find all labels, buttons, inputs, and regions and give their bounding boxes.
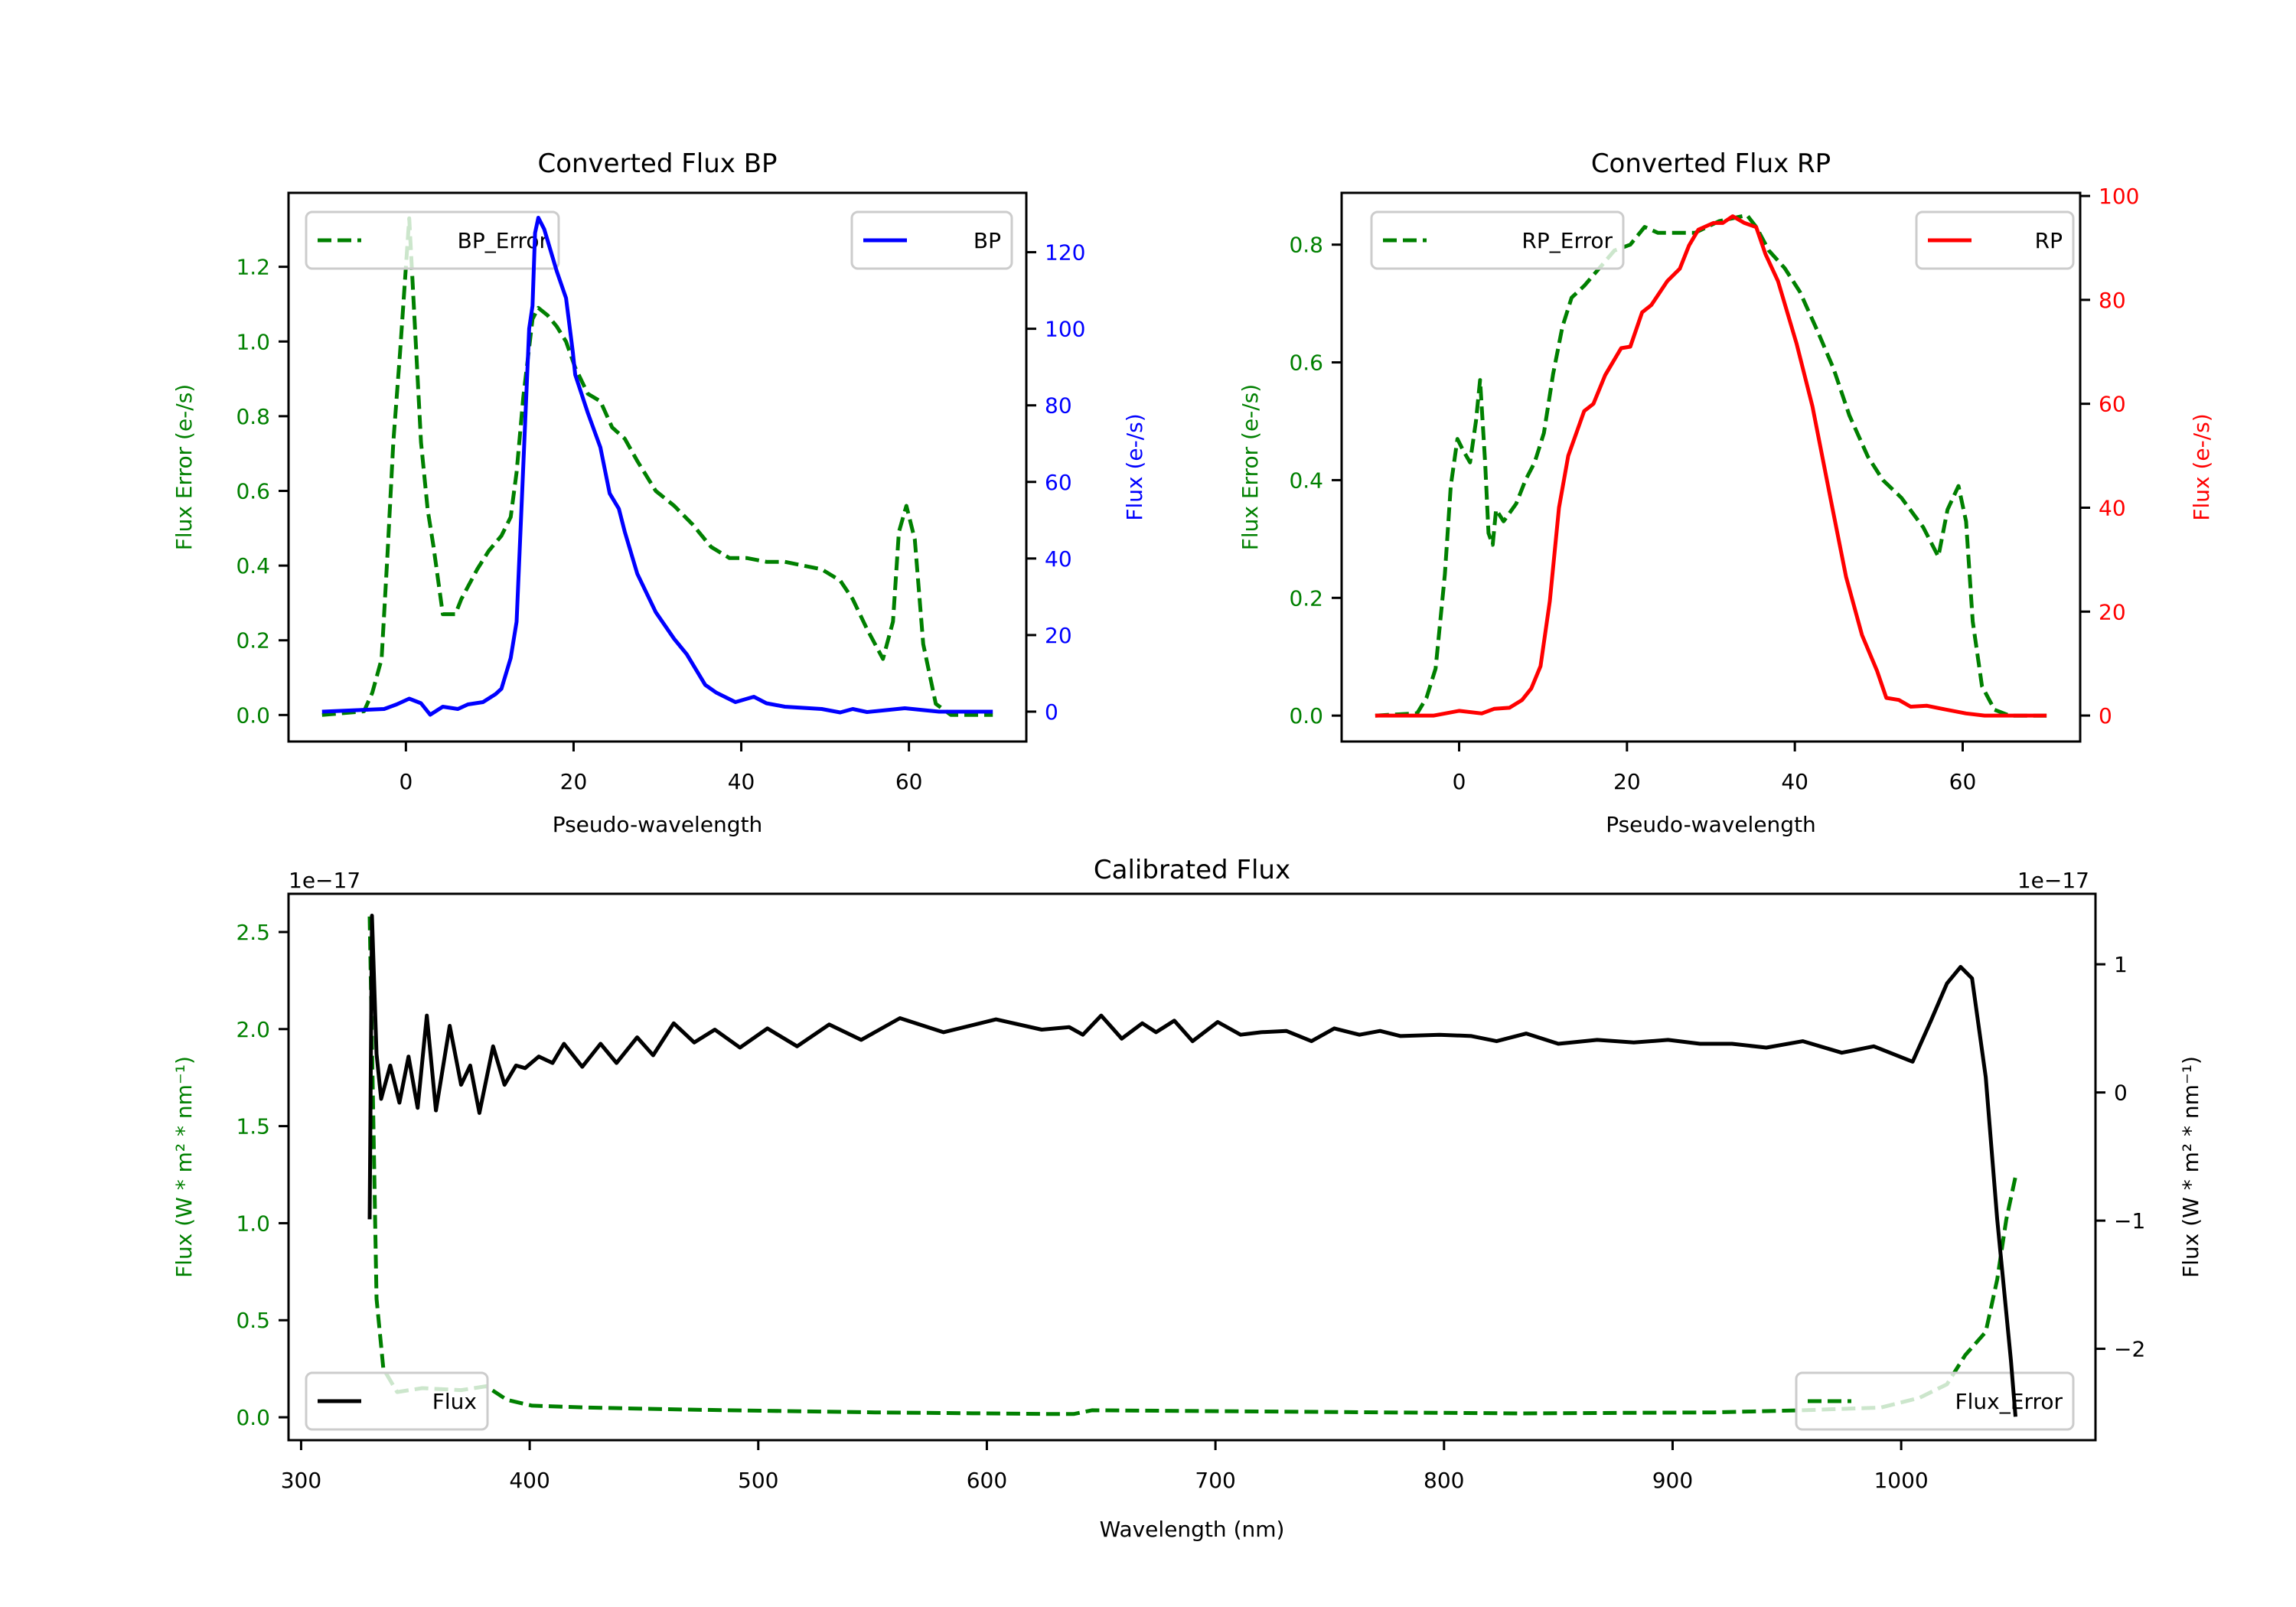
legend-box bbox=[1370, 210, 1625, 270]
legend-label: Flux_Error bbox=[1955, 1389, 2063, 1414]
y-right-axis-label: Flux (e-/s) bbox=[1122, 413, 1147, 520]
y-right-tick-label: −2 bbox=[2114, 1337, 2145, 1362]
legend-bp-error: BP_Error bbox=[305, 210, 560, 270]
y-left-tick-label: 0.8 bbox=[1289, 233, 1323, 258]
y-left-tick-label: 1.5 bbox=[236, 1114, 270, 1139]
y-right-axis-label: Flux (e-/s) bbox=[2189, 413, 2214, 520]
y-left-tick-label: 0.0 bbox=[1289, 703, 1323, 729]
x-tick-label: 800 bbox=[1424, 1468, 1464, 1493]
y-left-tick-label: 0.0 bbox=[236, 1405, 270, 1430]
y-left-axis-label: Flux Error (e-/s) bbox=[1238, 384, 1263, 550]
x-tick-label: 60 bbox=[1949, 769, 1977, 794]
y-left-tick-label: 0.4 bbox=[1289, 468, 1323, 493]
y-right-tick-label: 80 bbox=[2099, 288, 2126, 313]
y-left-tick-label: 1.2 bbox=[236, 255, 270, 280]
rp-chart: RP_Error RP 0 20 40 60 0.0 0.2 0.4 0.6 0.8 0 20 40 60 8… bbox=[1238, 148, 2214, 837]
cal-chart: Flux_Error Flux 300 400 500 600 700 800 900 1000 0… bbox=[171, 855, 2203, 1542]
y-right-tick-label: 120 bbox=[1045, 240, 1085, 266]
legend-box bbox=[1795, 1371, 2075, 1431]
x-tick-label: 500 bbox=[738, 1468, 778, 1493]
x-tick-label: 300 bbox=[281, 1468, 321, 1493]
legend-label: RP_Error bbox=[1521, 228, 1613, 253]
x-tick-label: 400 bbox=[509, 1468, 550, 1493]
axes-frame bbox=[1340, 191, 2082, 743]
y-left-tick-label: 0.8 bbox=[236, 404, 270, 429]
y-left-tick-label: 0.6 bbox=[236, 478, 270, 504]
axes-frame bbox=[287, 892, 2097, 1442]
y-left-tick-label: 0.0 bbox=[236, 702, 270, 728]
y-left-tick-label: 0.2 bbox=[1289, 585, 1323, 611]
x-tick-label: 1000 bbox=[1874, 1468, 1928, 1493]
y-left-tick-label: 0.6 bbox=[1289, 350, 1323, 376]
axes-frame bbox=[287, 191, 1028, 743]
legend-box bbox=[850, 210, 1013, 270]
x-tick-label: 600 bbox=[967, 1468, 1007, 1493]
legend-box bbox=[1915, 210, 2075, 270]
x-axis-label: Pseudo-wavelength bbox=[553, 812, 763, 837]
cal-flux-error-line bbox=[367, 916, 2017, 1416]
y-left-tick-label: 1.0 bbox=[236, 329, 270, 354]
x-tick-label: 0 bbox=[399, 769, 413, 794]
x-tick-label: 20 bbox=[560, 769, 588, 794]
y-right-tick-label: 40 bbox=[2099, 495, 2126, 520]
x-tick-label: 60 bbox=[895, 769, 923, 794]
y-right-axis-label: Flux (W * m² * nm⁻¹) bbox=[2178, 1056, 2203, 1278]
rp-rp-error-line bbox=[1375, 213, 2047, 718]
x-tick-label: 0 bbox=[1453, 769, 1466, 794]
y-left-tick-label: 1.0 bbox=[236, 1211, 270, 1236]
y-right-tick-label: 100 bbox=[2099, 184, 2139, 209]
x-tick-label: 40 bbox=[728, 769, 755, 794]
y-left-offset-text: 1e−17 bbox=[289, 868, 360, 893]
chart-title: Converted Flux BP bbox=[537, 148, 777, 179]
y-right-tick-label: 20 bbox=[2099, 599, 2126, 624]
y-left-axis-label: Flux Error (e-/s) bbox=[171, 384, 197, 550]
y-left-tick-label: 2.0 bbox=[236, 1017, 270, 1042]
legend-flux: Flux bbox=[305, 1371, 489, 1431]
x-axis-label: Pseudo-wavelength bbox=[1606, 812, 1816, 837]
y-right-tick-label: 20 bbox=[1045, 623, 1072, 648]
y-right-tick-label: 40 bbox=[1045, 546, 1072, 572]
y-right-tick-label: 0 bbox=[2099, 703, 2112, 729]
y-right-tick-label: 0 bbox=[1045, 699, 1058, 725]
x-tick-label: 900 bbox=[1652, 1468, 1693, 1493]
legend-label: RP bbox=[2035, 228, 2063, 253]
y-right-tick-label: 60 bbox=[2099, 392, 2126, 417]
rp-rp-line bbox=[1375, 214, 2047, 718]
y-right-tick-label: 60 bbox=[1045, 470, 1072, 495]
legend-box bbox=[305, 1371, 489, 1431]
y-left-axis-label: Flux (W * m² * nm⁻¹) bbox=[171, 1056, 197, 1278]
bp-bp-error-line bbox=[321, 216, 993, 717]
cal-flux-line bbox=[367, 914, 2017, 1417]
y-left-tick-label: 2.5 bbox=[236, 920, 270, 945]
x-tick-label: 700 bbox=[1195, 1468, 1235, 1493]
x-tick-label: 40 bbox=[1781, 769, 1808, 794]
legend-rp: RP bbox=[1915, 210, 2075, 270]
y-left-tick-label: 0.4 bbox=[236, 553, 270, 579]
legend-bp: BP bbox=[850, 210, 1013, 270]
y-right-tick-label: −1 bbox=[2114, 1208, 2145, 1234]
y-right-offset-text: 1e−17 bbox=[2017, 868, 2089, 893]
y-right-tick-label: 100 bbox=[1045, 317, 1085, 342]
y-right-tick-label: 0 bbox=[2114, 1081, 2128, 1106]
y-left-tick-label: 0.5 bbox=[236, 1308, 270, 1333]
x-tick-label: 20 bbox=[1613, 769, 1641, 794]
y-right-tick-label: 1 bbox=[2114, 952, 2128, 977]
legend-label: BP bbox=[974, 228, 1001, 253]
bp-chart: BP_Error BP 0 20 40 60 0.0 0.2 0.4 0.6 0.8 1.0 1.2 0 2… bbox=[171, 148, 1147, 837]
legend-box bbox=[305, 210, 560, 270]
y-left-tick-label: 0.2 bbox=[236, 628, 270, 654]
legend-label: Flux bbox=[432, 1389, 477, 1414]
legend-flux-error: Flux_Error bbox=[1795, 1371, 2075, 1431]
bp-bp-line bbox=[321, 216, 993, 717]
y-right-tick-label: 80 bbox=[1045, 393, 1072, 419]
chart-title: Converted Flux RP bbox=[1591, 148, 1831, 179]
x-axis-label: Wavelength (nm) bbox=[1100, 1517, 1285, 1542]
legend-rp-error: RP_Error bbox=[1370, 210, 1625, 270]
chart-title: Calibrated Flux bbox=[1094, 855, 1290, 885]
